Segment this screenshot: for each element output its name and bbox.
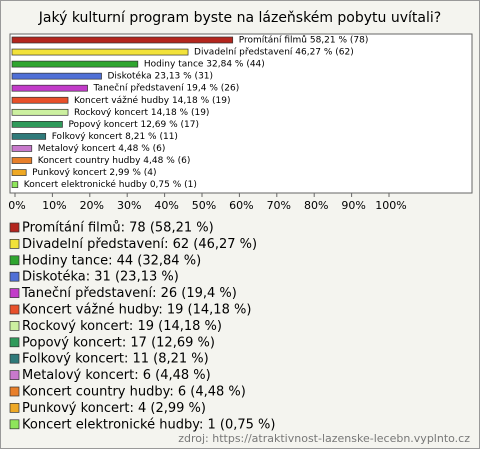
legend-swatch: [9, 255, 20, 266]
x-tick-label: 40%: [154, 199, 178, 212]
data-label: Popový koncert 12,69 % (17): [68, 120, 199, 130]
legend-label: Popový koncert: 17 (12,69 %): [22, 335, 215, 350]
plot-frame: [9, 33, 473, 194]
bar: [11, 169, 27, 176]
legend-label: Folkový koncert: 11 (8,21 %): [22, 352, 209, 367]
bar: [11, 48, 189, 56]
legend-label: Divadelní představení: 62 (46,27 %): [22, 237, 257, 252]
bar: [11, 84, 88, 92]
x-tick-label: 70%: [267, 199, 291, 212]
source: zdroj: https://atraktivnost-lazenske-lec…: [178, 432, 470, 445]
data-label: Koncert elektronické hudby 0,75 % (1): [24, 179, 197, 190]
data-label: Rockový koncert 14,18 % (19): [74, 108, 209, 118]
bar: [11, 145, 33, 152]
legend-swatch: [9, 304, 20, 315]
data-label: Koncert country hudby 4,48 % (6): [38, 156, 191, 166]
x-tick-label: 80%: [304, 199, 328, 212]
data-label: Hodiny tance 32,84 % (44): [144, 60, 265, 70]
bar: [11, 96, 69, 104]
legend-swatch: [9, 419, 20, 430]
data-label: Folkový koncert 8,21 % (11): [52, 132, 178, 142]
bar: [11, 133, 47, 140]
legend-swatch: [9, 353, 20, 364]
legend-swatch: [9, 403, 20, 413]
legend-swatch: [9, 386, 20, 397]
x-tick-label: 90%: [341, 199, 365, 212]
legend-swatch: [9, 321, 20, 331]
chart-title: Jaký kulturní program byste na lázeňském…: [38, 10, 441, 26]
legend-label: Koncert country hudby: 6 (4,48 %): [22, 385, 246, 400]
bar: [11, 120, 63, 128]
legend-swatch: [9, 271, 20, 282]
x-tick-label: 30%: [117, 199, 141, 212]
bar: [11, 60, 139, 68]
x-tick-label: 0%: [8, 199, 25, 212]
x-tick-label: 60%: [229, 199, 253, 212]
bar: [11, 157, 33, 164]
legend-label: Diskotéka: 31 (23,13 %): [22, 270, 179, 285]
x-tick-label: 100%: [375, 199, 406, 212]
x-tick-label: 10%: [42, 199, 66, 212]
legend-label: Promítání filmů: 78 (58,21 %): [22, 221, 214, 236]
legend-label: Rockový koncert: 19 (14,18 %): [22, 319, 222, 334]
legend-swatch: [9, 222, 20, 233]
legend-label: Taneční představení: 26 (19,4 %): [21, 286, 237, 301]
legend-label: Metalový koncert: 6 (4,48 %): [22, 368, 211, 383]
data-label: Promítání filmů 58,21 % (78): [239, 35, 369, 46]
data-label: Diskotéka 23,13 % (31): [108, 71, 214, 82]
legend-label: Punkový koncert: 4 (2,99 %): [22, 401, 206, 416]
bar: [11, 181, 19, 188]
bar: [11, 72, 102, 80]
legend-label: Koncert elektronické hudby: 1 (0,75 %): [22, 417, 275, 432]
legend-swatch: [9, 288, 20, 298]
legend-swatch: [9, 370, 20, 380]
x-tick-label: 20%: [80, 199, 104, 212]
legend-swatch: [9, 239, 20, 249]
legend-label: Hodiny tance: 44 (32,84 %): [22, 253, 201, 268]
x-tick-label: 50%: [192, 199, 216, 212]
data-label: Metalový koncert 4,48 % (6): [38, 144, 166, 154]
data-label: Koncert vážné hudby 14,18 % (19): [74, 95, 230, 106]
data-label: Divadelní představení 46,27 % (62): [194, 48, 354, 58]
bar: [11, 36, 234, 44]
legend-label: Koncert vážné hudby: 19 (14,18 %): [22, 303, 251, 318]
bar: [11, 108, 69, 116]
data-label: Taneční představení 19,4 % (26): [93, 83, 240, 94]
data-label: Punkový koncert 2,99 % (4): [32, 168, 156, 178]
legend-swatch: [9, 337, 20, 348]
